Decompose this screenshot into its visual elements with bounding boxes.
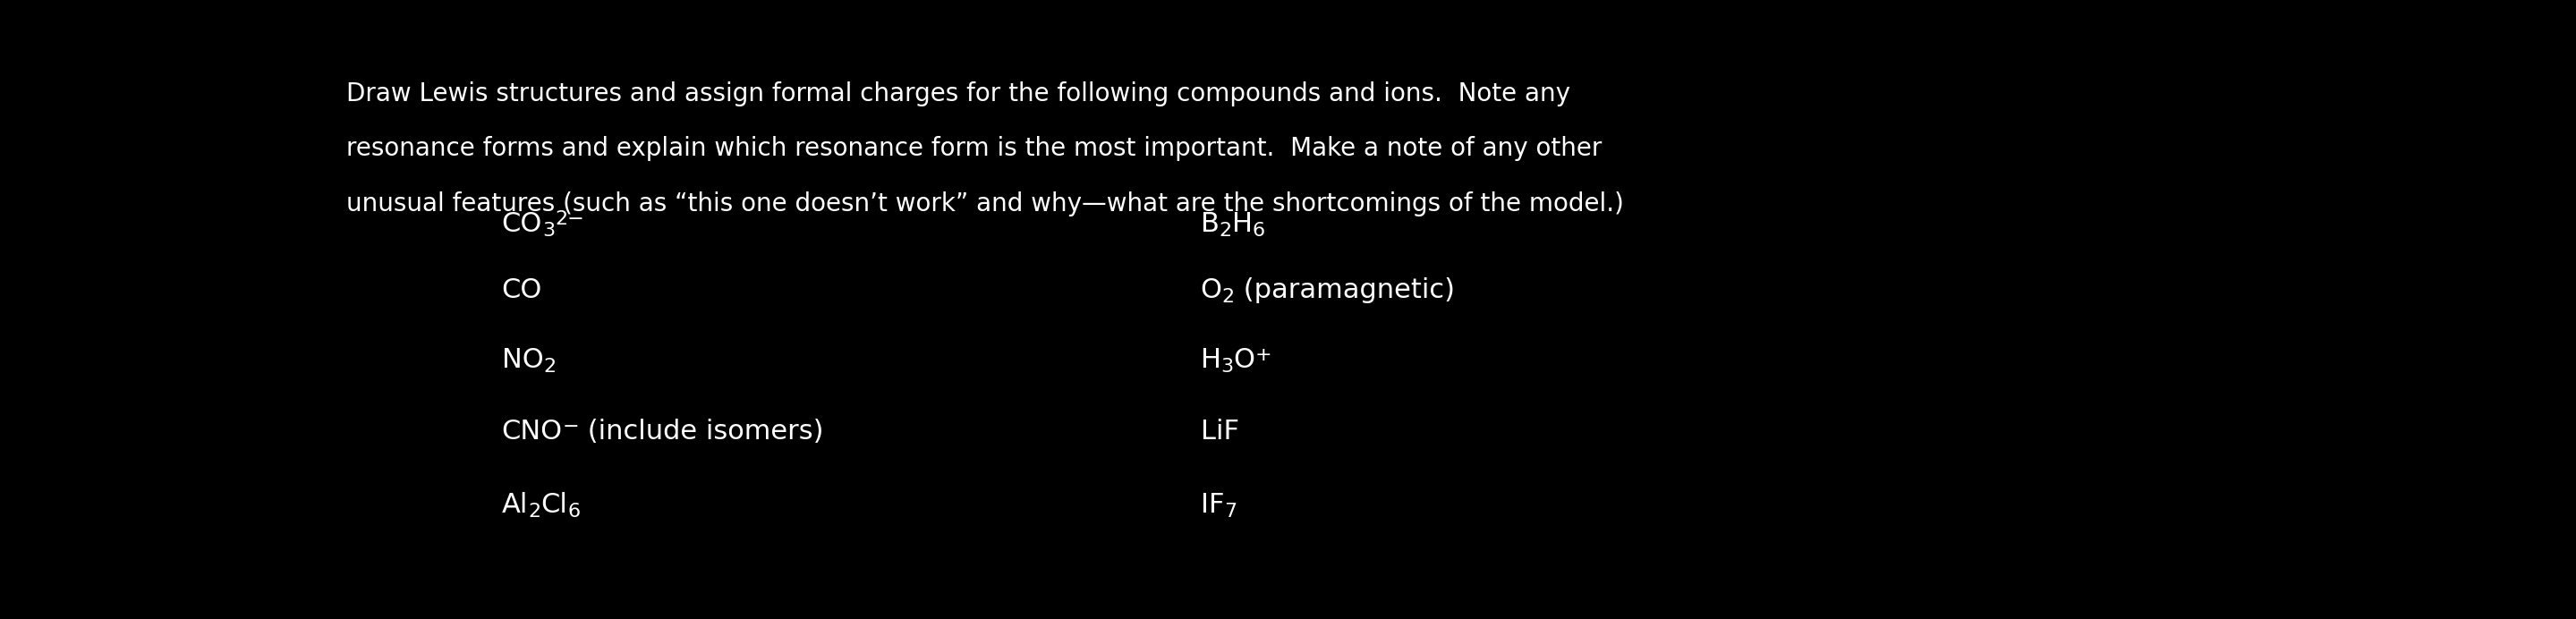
Text: 3: 3 <box>1221 358 1234 376</box>
Text: NO: NO <box>502 347 544 373</box>
Text: Al: Al <box>502 492 528 518</box>
Text: H: H <box>1200 347 1221 373</box>
Text: 2−: 2− <box>554 210 585 228</box>
Text: resonance forms and explain which resonance form is the most important.  Make a : resonance forms and explain which resona… <box>345 136 1602 162</box>
Text: CO: CO <box>502 211 544 237</box>
Text: (include isomers): (include isomers) <box>580 418 824 444</box>
Text: CO: CO <box>502 278 544 304</box>
Text: 2: 2 <box>1221 288 1234 306</box>
Text: LiF: LiF <box>1200 418 1239 444</box>
Text: Draw Lewis structures and assign formal charges for the following compounds and : Draw Lewis structures and assign formal … <box>345 82 1569 106</box>
Text: IF: IF <box>1200 492 1224 518</box>
Text: unusual features (such as “this one doesn’t work” and why—what are the shortcomi: unusual features (such as “this one does… <box>345 191 1623 216</box>
Text: CNO: CNO <box>502 418 562 444</box>
Text: B: B <box>1200 211 1218 237</box>
Text: H: H <box>1231 211 1252 237</box>
Text: −: − <box>562 417 580 435</box>
Text: O: O <box>1200 278 1221 304</box>
Text: 2: 2 <box>1218 222 1231 240</box>
Text: 6: 6 <box>1252 222 1265 240</box>
Text: 3: 3 <box>544 222 554 240</box>
Text: Cl: Cl <box>541 492 567 518</box>
Text: O: O <box>1234 347 1255 373</box>
Text: (paramagnetic): (paramagnetic) <box>1234 278 1455 304</box>
Text: 6: 6 <box>567 503 580 521</box>
Text: 7: 7 <box>1224 503 1236 521</box>
Text: 2: 2 <box>528 503 541 521</box>
Text: 2: 2 <box>544 358 556 376</box>
Text: +: + <box>1255 346 1273 364</box>
